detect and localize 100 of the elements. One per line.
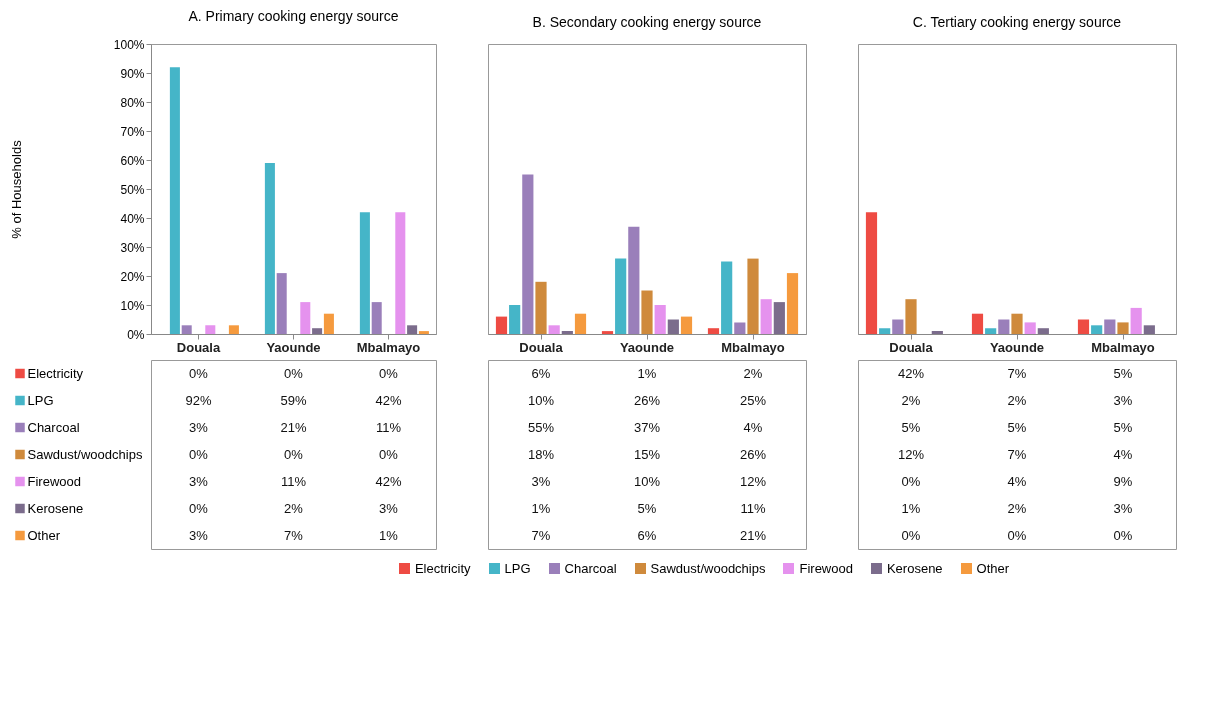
y-tick-label: 10%: [120, 298, 145, 313]
data-label: 0%: [1113, 527, 1133, 543]
y-tick-label: 30%: [120, 240, 145, 255]
legend-label: Kerosene: [886, 561, 943, 576]
bar: [747, 258, 759, 334]
x-tick-label: Douala: [889, 339, 934, 355]
legend-label: Sawdust/woodchips: [27, 447, 143, 462]
legend-label: Electricity: [414, 561, 471, 576]
data-label: 3%: [1113, 500, 1133, 516]
y-tick-label: 60%: [120, 153, 145, 168]
x-tick-label: Douala: [176, 339, 221, 355]
bar: [734, 322, 746, 334]
data-label: 0%: [284, 446, 304, 462]
data-label: 12%: [897, 446, 925, 462]
chart-title: B. Secondary cooking energy source: [532, 14, 762, 30]
x-tick-label: Yaounde: [266, 339, 321, 355]
legend-label: LPG: [27, 393, 54, 408]
bar: [407, 325, 418, 334]
bar: [1037, 328, 1049, 334]
bar: [1104, 319, 1116, 334]
y-tick-label: 80%: [120, 95, 145, 110]
bar: [615, 258, 627, 334]
data-label: 26%: [633, 392, 661, 408]
legend-label: Kerosene: [27, 501, 84, 516]
data-label: 15%: [633, 446, 661, 462]
bar: [181, 325, 192, 334]
data-label: 1%: [379, 527, 399, 543]
x-tick-label: Yaounde: [989, 339, 1045, 355]
bar: [276, 273, 287, 334]
legend-label: Other: [27, 528, 61, 543]
data-label: 9%: [1113, 473, 1133, 489]
data-label: 26%: [739, 446, 767, 462]
bar: [971, 313, 984, 334]
bar: [654, 305, 666, 334]
data-label: 21%: [739, 527, 767, 543]
bar: [1011, 313, 1023, 334]
data-label: 92%: [185, 392, 212, 408]
y-axis-title: % of Households: [8, 139, 24, 239]
data-label: 7%: [531, 527, 551, 543]
bar: [707, 328, 720, 334]
data-label: 5%: [1113, 365, 1133, 381]
bar: [169, 67, 180, 334]
data-label: 4%: [1113, 446, 1133, 462]
data-label: 3%: [531, 473, 551, 489]
data-label: 7%: [284, 527, 304, 543]
y-tick-label: 90%: [120, 66, 145, 81]
legend-label: LPG: [504, 561, 531, 576]
bar: [205, 325, 216, 334]
data-label: 37%: [633, 419, 661, 435]
data-label: 59%: [280, 392, 307, 408]
y-tick-label: 100%: [113, 37, 145, 52]
bar: [667, 319, 679, 334]
data-label: 3%: [189, 419, 209, 435]
data-label: 5%: [901, 419, 921, 435]
bar: [892, 319, 904, 334]
bar: [1117, 322, 1129, 334]
data-label: 42%: [375, 473, 402, 489]
x-tick-label: Mbalmayo: [1091, 339, 1155, 355]
legend-label: Electricity: [27, 366, 84, 381]
data-label: 2%: [284, 500, 304, 516]
data-label: 6%: [637, 527, 657, 543]
y-tick-label: 20%: [120, 269, 145, 284]
data-label: 1%: [531, 500, 551, 516]
bar: [264, 162, 275, 334]
data-label: 1%: [901, 500, 921, 516]
data-label: 0%: [189, 500, 209, 516]
data-label: 2%: [743, 365, 763, 381]
data-label: 42%: [375, 392, 402, 408]
bar: [998, 319, 1010, 334]
chart-title: A. Primary cooking energy source: [188, 8, 399, 24]
data-label: 3%: [1113, 392, 1133, 408]
bar: [1077, 319, 1090, 334]
data-label: 11%: [740, 500, 766, 516]
bar: [495, 316, 508, 334]
bar: [628, 226, 640, 334]
bar: [574, 313, 587, 334]
legend-label: Firewood: [27, 474, 81, 489]
legend-label: Sawdust/woodchips: [650, 561, 766, 576]
data-label: 4%: [743, 419, 763, 435]
data-label: 25%: [739, 392, 767, 408]
bar: [509, 305, 521, 334]
y-tick-label: 40%: [120, 211, 145, 226]
bar: [760, 299, 772, 334]
legend-label: Charcoal: [27, 420, 80, 435]
data-label: 55%: [527, 419, 555, 435]
bar: [359, 212, 370, 334]
data-label: 2%: [1007, 392, 1027, 408]
data-label: 12%: [739, 473, 767, 489]
bar: [879, 328, 891, 334]
data-label: 0%: [379, 365, 399, 381]
bar: [865, 212, 878, 334]
x-tick-label: Mbalmayo: [356, 339, 421, 355]
bar: [371, 302, 382, 334]
data-label: 5%: [1007, 419, 1027, 435]
data-label: 2%: [901, 392, 921, 408]
bar: [535, 281, 547, 334]
data-label: 7%: [1007, 365, 1027, 381]
data-label: 0%: [189, 365, 209, 381]
bar: [773, 302, 785, 334]
data-label: 10%: [633, 473, 661, 489]
